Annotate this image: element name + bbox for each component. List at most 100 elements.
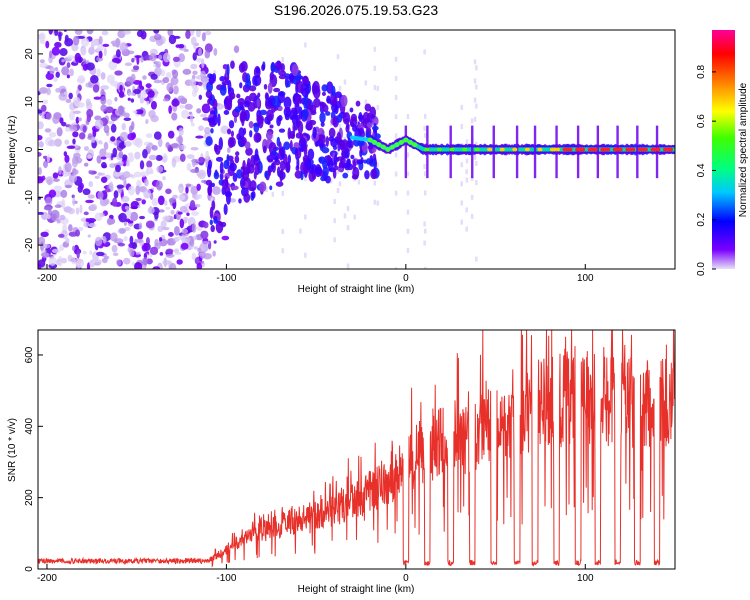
ridge-hotspot	[499, 147, 505, 152]
noise-blob	[135, 185, 141, 196]
x-tick-label: -200	[37, 573, 57, 584]
noise-blob	[65, 237, 70, 244]
noise-blob	[46, 83, 53, 88]
noise-blob	[109, 181, 114, 191]
energy-blob	[273, 152, 280, 162]
noise-blob	[86, 62, 95, 71]
noise-blob	[114, 238, 124, 244]
energy-blob	[212, 98, 218, 110]
noise-blob	[192, 70, 198, 75]
noise-blob	[113, 171, 122, 177]
noise-blob	[60, 257, 67, 264]
energy-blob	[253, 170, 257, 180]
noise-blob	[72, 197, 76, 207]
noise-blob	[121, 122, 127, 131]
energy-blob	[349, 107, 354, 113]
noise-blob	[131, 261, 135, 266]
noise-blob	[149, 246, 159, 255]
noise-blob	[43, 206, 53, 211]
energy-blob	[212, 114, 218, 126]
ridge-spike	[515, 125, 519, 179]
noise-blob	[53, 185, 63, 192]
noise-blob	[157, 137, 163, 148]
energy-blob	[255, 132, 262, 143]
energy-blob	[271, 150, 277, 155]
noise-blob	[94, 259, 102, 265]
noise-blob	[165, 142, 170, 149]
colorbar-ticks: 0.0 0.2 0.4 0.6 0.8	[696, 64, 716, 276]
noise-blob	[46, 154, 51, 163]
noise-blob	[38, 167, 42, 176]
energy-blob	[314, 164, 322, 178]
energy-blob	[287, 154, 291, 164]
noise-streak	[364, 80, 368, 86]
x-tick-label: -200	[37, 273, 57, 284]
energy-blob	[205, 136, 213, 146]
noise-blob	[71, 159, 78, 168]
noise-blob	[94, 175, 100, 179]
noise-blob	[193, 246, 198, 250]
noise-blob	[200, 230, 209, 239]
noise-blob	[201, 241, 210, 245]
energy-blob	[291, 133, 295, 139]
noise-streak	[346, 225, 350, 231]
noise-streak	[406, 209, 410, 215]
noise-blob	[199, 113, 208, 118]
noise-blob	[45, 196, 53, 206]
noise-blob	[54, 41, 62, 48]
noise-streak	[475, 65, 478, 71]
noise-blob	[124, 173, 134, 178]
noise-blob	[96, 155, 102, 164]
noise-blob	[162, 52, 171, 63]
noise-blob	[67, 254, 73, 262]
noise-blob	[94, 119, 104, 130]
ridge-hotspot	[407, 139, 413, 145]
noise-blob	[186, 212, 190, 217]
noise-blob	[221, 235, 230, 241]
noise-blob	[186, 162, 192, 171]
noise-blob	[80, 37, 90, 47]
noise-blob	[120, 171, 127, 182]
noise-blob	[144, 178, 149, 187]
energy-blob	[207, 159, 213, 170]
energy-blob	[321, 147, 330, 154]
energy-blob	[363, 159, 368, 164]
energy-blob	[264, 170, 268, 179]
energy-blob	[333, 154, 338, 167]
noise-blob	[147, 206, 155, 214]
ridge-spike	[492, 125, 495, 179]
noise-blob	[204, 126, 211, 135]
noise-blob	[95, 47, 100, 52]
noise-blob	[197, 47, 202, 57]
noise-blob	[58, 260, 63, 267]
noise-blob	[88, 223, 97, 228]
noise-streak	[336, 168, 340, 174]
noise-blob	[178, 143, 182, 150]
noise-blob	[191, 158, 199, 163]
energy-blob	[276, 105, 283, 112]
noise-streak	[353, 214, 356, 220]
noise-streak	[338, 85, 342, 91]
noise-blob	[114, 70, 123, 76]
noise-blob	[85, 199, 94, 204]
noise-blob	[124, 226, 131, 232]
noise-blob	[38, 109, 43, 114]
noise-streak	[271, 134, 275, 140]
noise-blob	[76, 259, 85, 268]
noise-blob	[100, 104, 108, 112]
noise-blob	[131, 57, 135, 63]
energy-blob	[318, 143, 327, 148]
noise-blob	[80, 47, 87, 56]
energy-blob	[297, 94, 302, 103]
noise-blob	[100, 96, 107, 105]
noise-blob	[64, 38, 74, 47]
noise-blob	[106, 98, 113, 106]
energy-blob	[318, 156, 323, 163]
noise-blob	[38, 121, 44, 130]
noise-blob	[108, 60, 118, 71]
noise-blob	[170, 143, 180, 148]
ridge-hotspot	[663, 147, 674, 152]
noise-streak	[460, 181, 464, 187]
noise-blob	[48, 50, 53, 59]
noise-blob	[131, 241, 137, 250]
